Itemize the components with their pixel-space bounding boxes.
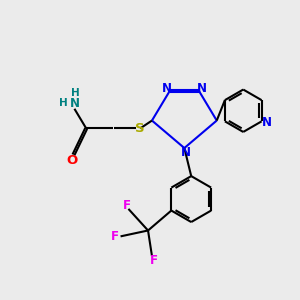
Text: F: F bbox=[149, 254, 158, 267]
Text: N: N bbox=[181, 146, 191, 159]
Text: O: O bbox=[66, 154, 78, 167]
Text: N: N bbox=[70, 97, 80, 110]
Text: F: F bbox=[123, 200, 131, 212]
Text: S: S bbox=[135, 122, 145, 135]
Text: N: N bbox=[162, 82, 172, 95]
Text: H: H bbox=[59, 98, 68, 109]
Text: N: N bbox=[197, 82, 207, 95]
Text: H: H bbox=[70, 88, 80, 98]
Text: N: N bbox=[262, 116, 272, 129]
Text: F: F bbox=[111, 230, 119, 243]
